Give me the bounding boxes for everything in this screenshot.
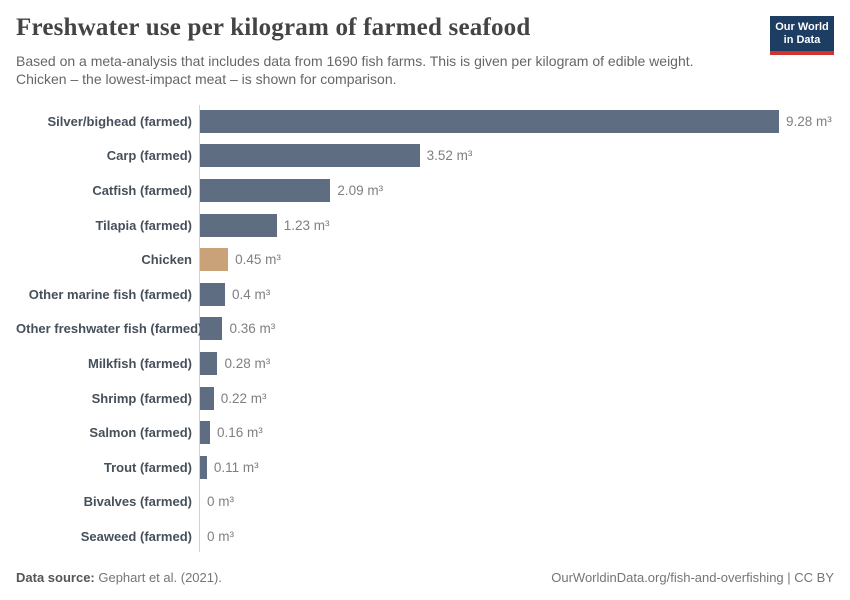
subtitle-line-2: Chicken – the lowest-impact meat – is sh…	[16, 71, 397, 87]
bar-area: 0.45 m³	[200, 242, 834, 277]
chart-header: Freshwater use per kilogram of farmed se…	[16, 13, 834, 88]
y-axis-line	[199, 105, 200, 552]
chart-rows: Silver/bighead (farmed) 9.28 m³ Carp (farm…	[16, 104, 834, 554]
category-label: Other freshwater fish (farmed)	[16, 321, 203, 337]
value-label: 0.28 m³	[224, 355, 271, 371]
category-label: Carp (farmed)	[106, 148, 192, 164]
chart-row: Catfish (farmed) 2.09 m³	[16, 173, 834, 208]
bar-area: 0.36 m³	[200, 312, 834, 347]
value-label: 2.09 m³	[337, 182, 384, 198]
chart-footer: Data source: Gephart et al. (2021). OurW…	[16, 570, 834, 585]
bar-area: 1.23 m³	[200, 208, 834, 243]
footer-link[interactable]: OurWorldinData.org/fish-and-overfishing	[551, 570, 784, 585]
category-label: Milkfish (farmed)	[87, 355, 192, 371]
bar[interactable]	[200, 248, 229, 272]
data-source-value: Gephart et al. (2021).	[94, 570, 222, 585]
bar[interactable]	[200, 213, 277, 237]
bar[interactable]	[200, 282, 225, 306]
category-label: Tilapia (farmed)	[95, 217, 192, 233]
bar-area: 3.52 m³	[200, 139, 834, 174]
data-source: Data source: Gephart et al. (2021).	[16, 570, 222, 585]
chart-row: Other marine fish (farmed) 0.4 m³	[16, 277, 834, 312]
category-label: Bivalves (farmed)	[83, 494, 192, 510]
category-label: Catfish (farmed)	[92, 182, 192, 198]
bar[interactable]	[200, 351, 218, 375]
bar[interactable]	[200, 109, 779, 133]
value-label: 9.28 m³	[786, 113, 832, 129]
bar[interactable]	[200, 178, 331, 202]
chart-row: Seaweed (farmed) 0 m³	[16, 519, 834, 554]
chart-row: Bivalves (farmed) 0 m³	[16, 485, 834, 520]
category-label: Seaweed (farmed)	[80, 528, 192, 544]
value-label: 0.11 m³	[213, 459, 259, 475]
bar-area: 0.11 m³	[200, 450, 834, 485]
bar-area: 0 m³	[200, 485, 834, 520]
bar[interactable]	[200, 386, 214, 410]
bar[interactable]	[200, 455, 207, 479]
bar-area: 0.16 m³	[200, 415, 834, 450]
value-label: 0.4 m³	[231, 286, 271, 302]
value-label: 3.52 m³	[426, 148, 473, 164]
bar-chart: Silver/bighead (farmed) 9.28 m³ Carp (farm…	[16, 104, 834, 554]
value-label: 0 m³	[207, 528, 234, 544]
bar-area: 0.28 m³	[200, 346, 834, 381]
category-label: Chicken	[141, 252, 192, 268]
chart-title: Freshwater use per kilogram of farmed se…	[16, 14, 531, 41]
bar[interactable]	[200, 317, 223, 341]
bar-area: 2.09 m³	[200, 173, 834, 208]
category-label: Salmon (farmed)	[89, 425, 192, 441]
chart-row: Milkfish (farmed) 0.28 m³	[16, 346, 834, 381]
chart-row: Shrimp (farmed) 0.22 m³	[16, 381, 834, 416]
subtitle-line-1: Based on a meta-analysis that includes d…	[16, 53, 694, 69]
owid-logo-text: Our World in Data	[770, 16, 834, 51]
chart-row: Other freshwater fish (farmed) 0.36 m³	[16, 312, 834, 347]
chart-row: Chicken 0.45 m³	[16, 242, 834, 277]
owid-logo-rule	[770, 51, 834, 55]
bar-area: 9.28 m³	[200, 104, 834, 139]
value-label: 0.22 m³	[220, 390, 267, 406]
owid-logo-line1: Our World	[775, 21, 829, 33]
footer-right: OurWorldinData.org/fish-and-overfishing …	[551, 570, 834, 585]
chart-row: Trout (farmed) 0.11 m³	[16, 450, 834, 485]
bar-area: 0 m³	[200, 519, 834, 554]
owid-logo-line2: in Data	[783, 34, 821, 46]
bar[interactable]	[200, 144, 420, 168]
owid-logo[interactable]: Our World in Data	[770, 16, 834, 55]
value-label: 1.23 m³	[283, 217, 330, 233]
category-label: Trout (farmed)	[103, 459, 192, 475]
value-label: 0.36 m³	[229, 321, 276, 337]
chart-subtitle: Based on a meta-analysis that includes d…	[16, 52, 834, 88]
chart-row: Silver/bighead (farmed) 9.28 m³	[16, 104, 834, 139]
chart-row: Salmon (farmed) 0.16 m³	[16, 415, 834, 450]
chart-row: Carp (farmed) 3.52 m³	[16, 139, 834, 174]
footer-license: | CC BY	[783, 570, 834, 585]
value-label: 0 m³	[207, 494, 234, 510]
category-label: Silver/bighead (farmed)	[47, 113, 192, 129]
chart-row: Tilapia (farmed) 1.23 m³	[16, 208, 834, 243]
value-label: 0.16 m³	[216, 425, 263, 441]
category-label: Other marine fish (farmed)	[28, 286, 192, 302]
bar-area: 0.22 m³	[200, 381, 834, 416]
value-label: 0.45 m³	[235, 252, 281, 268]
bar-area: 0.4 m³	[200, 277, 834, 312]
data-source-label: Data source:	[16, 570, 95, 585]
category-label: Shrimp (farmed)	[91, 390, 192, 406]
bar[interactable]	[200, 421, 210, 445]
